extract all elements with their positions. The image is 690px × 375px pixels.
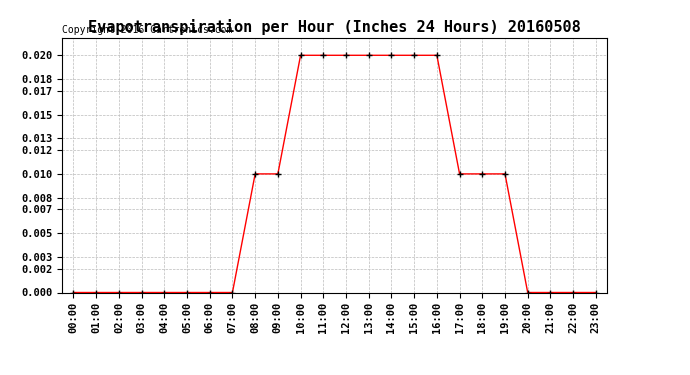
Text: Copyright 2016 Cartronics.com: Copyright 2016 Cartronics.com <box>62 25 233 35</box>
Text: ET  (Inches): ET (Inches) <box>609 25 684 35</box>
Title: Evapotranspiration per Hour (Inches 24 Hours) 20160508: Evapotranspiration per Hour (Inches 24 H… <box>88 19 581 35</box>
